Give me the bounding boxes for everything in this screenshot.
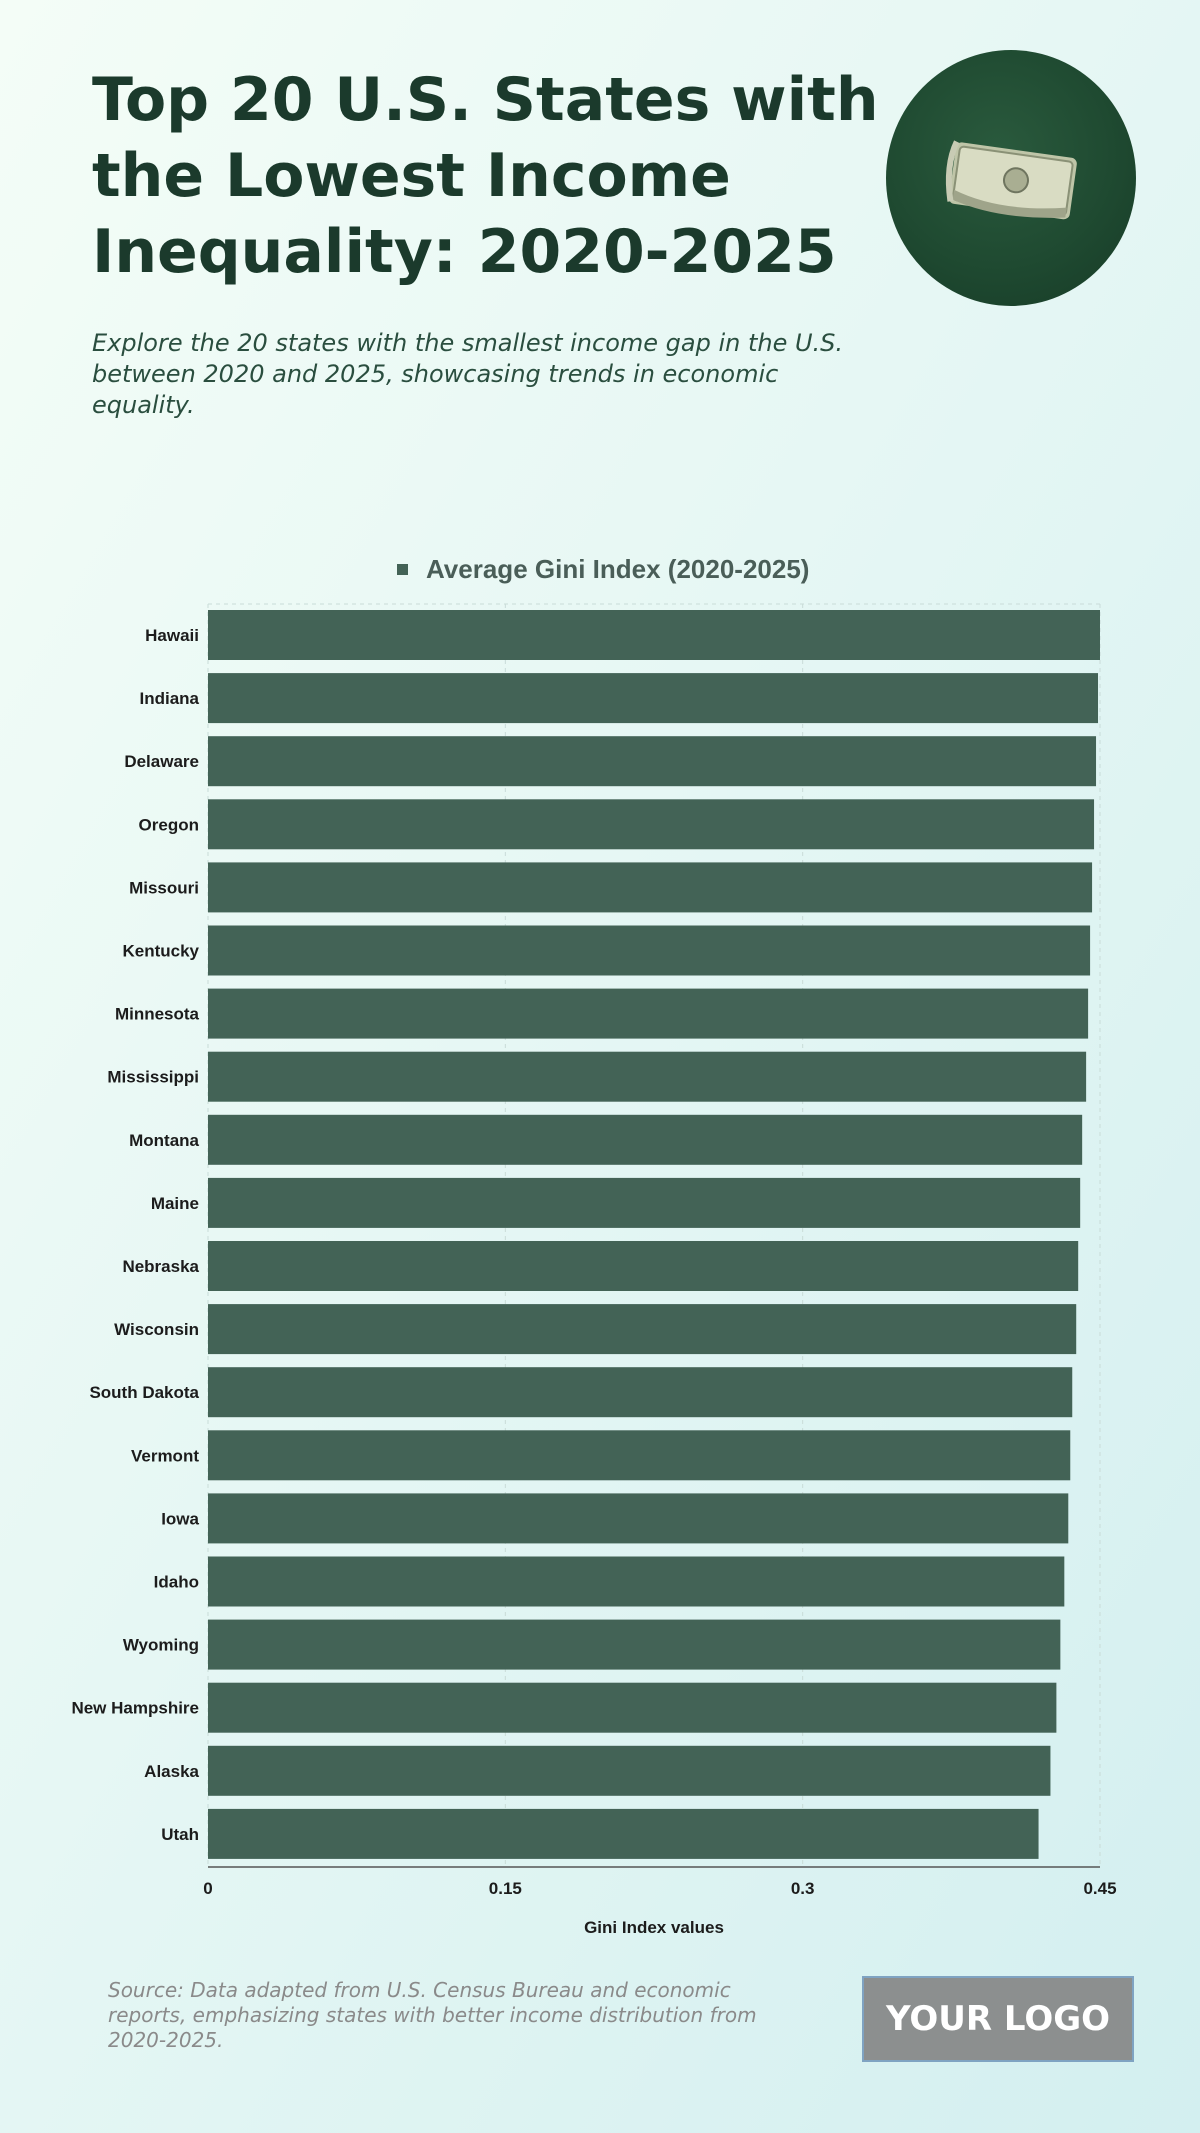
bar bbox=[208, 1114, 1083, 1165]
category-label: Mississippi bbox=[107, 1068, 199, 1087]
chart-title: Top 20 U.S. States with the Lowest Incom… bbox=[92, 65, 879, 287]
bar bbox=[208, 1367, 1073, 1418]
category-label: Montana bbox=[129, 1131, 199, 1150]
category-label: Utah bbox=[161, 1825, 199, 1844]
x-tick-label: 0.45 bbox=[1083, 1879, 1116, 1898]
category-label: Hawaii bbox=[145, 626, 199, 645]
bars bbox=[208, 610, 1100, 1859]
bar bbox=[208, 862, 1093, 913]
bar bbox=[208, 1430, 1071, 1481]
bar bbox=[208, 1745, 1051, 1796]
x-tick-labels: 0 0.15 0.3 0.45 bbox=[203, 1879, 1116, 1898]
bar bbox=[208, 988, 1089, 1039]
category-label: Nebraska bbox=[122, 1257, 199, 1276]
category-label: Vermont bbox=[131, 1446, 199, 1465]
category-labels: Hawaii Indiana Delaware Oregon Missouri Kentu… bbox=[71, 626, 199, 1844]
bar bbox=[208, 610, 1100, 660]
bar-chart: Average Gini Index (2020-2025) Hawaii Ind… bbox=[71, 554, 1116, 1937]
category-label: Kentucky bbox=[122, 942, 199, 961]
category-label: New Hampshire bbox=[71, 1699, 199, 1718]
bar bbox=[208, 736, 1097, 787]
logo-placeholder: YOUR LOGO bbox=[862, 1976, 1134, 2062]
x-axis-label: Gini Index values bbox=[584, 1918, 724, 1937]
bar bbox=[208, 1493, 1069, 1544]
category-label: South Dakota bbox=[89, 1383, 199, 1402]
bar bbox=[208, 1177, 1081, 1228]
x-tick-label: 0 bbox=[203, 1879, 212, 1898]
grid bbox=[207, 603, 1101, 1867]
category-label: Iowa bbox=[161, 1509, 199, 1528]
category-label: Delaware bbox=[124, 752, 199, 771]
bar bbox=[208, 799, 1095, 850]
bar bbox=[208, 925, 1091, 976]
money-photo bbox=[886, 50, 1136, 306]
legend: Average Gini Index (2020-2025) bbox=[397, 554, 809, 584]
bar bbox=[208, 673, 1099, 724]
category-label: Oregon bbox=[139, 815, 199, 834]
bar bbox=[208, 1051, 1087, 1102]
category-label: Idaho bbox=[154, 1573, 199, 1592]
category-label: Alaska bbox=[144, 1762, 199, 1781]
source-note: Source: Data adapted from U.S. Census Bu… bbox=[108, 1978, 757, 2052]
category-label: Indiana bbox=[139, 689, 199, 708]
category-label: Minnesota bbox=[115, 1005, 200, 1024]
x-tick-label: 0.3 bbox=[791, 1879, 815, 1898]
bar bbox=[208, 1304, 1077, 1355]
bar bbox=[208, 1808, 1039, 1859]
dollar-bill-icon bbox=[945, 140, 1077, 220]
bar bbox=[208, 1241, 1079, 1291]
legend-swatch bbox=[397, 564, 408, 575]
chart-subtitle: Explore the 20 states with the smallest … bbox=[92, 329, 844, 419]
category-label: Wisconsin bbox=[114, 1320, 199, 1339]
category-label: Missouri bbox=[129, 878, 199, 897]
bar bbox=[208, 1619, 1061, 1670]
category-label: Maine bbox=[151, 1194, 199, 1213]
category-label: Wyoming bbox=[123, 1636, 199, 1655]
bar bbox=[208, 1682, 1057, 1733]
bar bbox=[208, 1556, 1065, 1607]
legend-label: Average Gini Index (2020-2025) bbox=[426, 554, 809, 584]
x-tick-label: 0.15 bbox=[489, 1879, 522, 1898]
